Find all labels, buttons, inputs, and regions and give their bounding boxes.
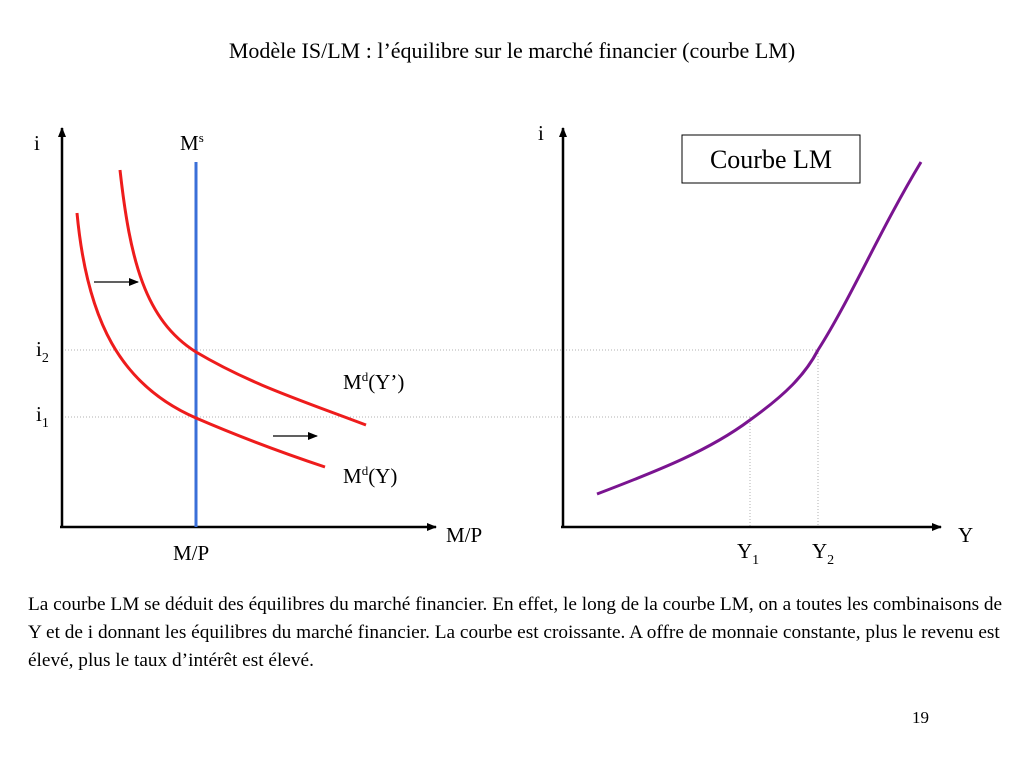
money-demand-label-y: Md(Y) (343, 463, 397, 488)
left-y-axis-label: i (34, 131, 40, 155)
explanation-text: La courbe LM se déduit des équilibres du… (28, 594, 1003, 671)
slide-title: Modèle IS/LM : l’équilibre sur le marché… (228, 38, 796, 63)
money-supply-label: Ms (180, 130, 204, 155)
income-label-y2: Y2 (812, 539, 834, 568)
lm-title-box (681, 134, 861, 184)
lm-title: Courbe LM (710, 145, 832, 174)
right-panel: Courbe LM i Y Y1 Y2 (538, 121, 973, 568)
right-y-axis-label: i (538, 121, 544, 145)
page-number: 19 (912, 708, 929, 727)
money-demand-label-y-prime: Md(Y’) (343, 369, 404, 394)
left-x-axis-label: M/P (446, 523, 482, 547)
left-panel: i Ms i2 i1 Md(Y’) Md(Y) M/P M/P (34, 127, 818, 565)
lm-curve (596, 161, 923, 496)
rate-label-i1: i1 (36, 402, 49, 431)
money-demand-curve-y-prime (118, 169, 367, 427)
rate-label-i2: i2 (36, 337, 49, 366)
right-x-axis-label: Y (958, 523, 973, 547)
money-demand-curve-y (75, 212, 326, 469)
is-lm-diagram: i Ms i2 i1 Md(Y’) Md(Y) M/P M/P Courbe L… (34, 121, 973, 568)
money-supply-x-label: M/P (173, 541, 209, 565)
income-label-y1: Y1 (737, 539, 759, 568)
